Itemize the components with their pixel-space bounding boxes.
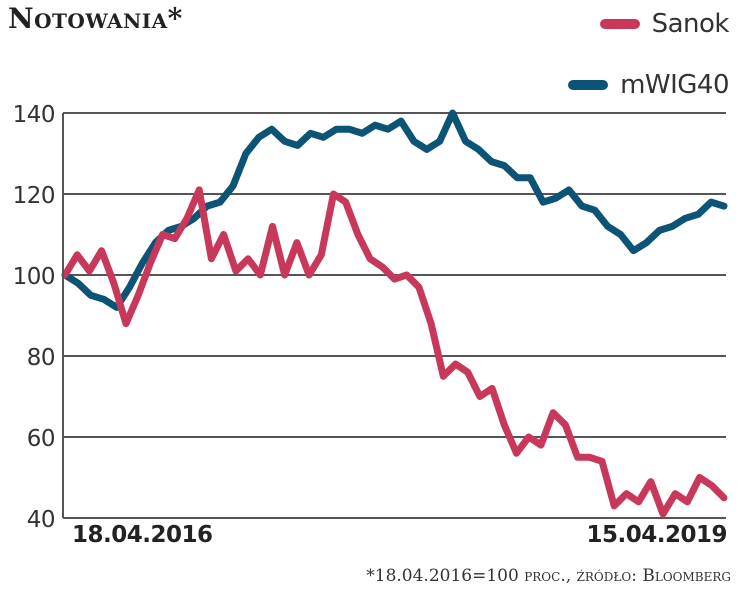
y-tick-label: 120 bbox=[13, 183, 55, 209]
legend-item-mwig40: mWIG40 bbox=[568, 67, 729, 103]
data-lines bbox=[61, 109, 728, 518]
series-line-mwig40 bbox=[61, 109, 728, 311]
y-tick-label: 60 bbox=[27, 426, 55, 452]
legend: Sanok mWIG40 bbox=[568, 6, 730, 128]
y-tick-label: 40 bbox=[27, 507, 55, 533]
legend-label-mwig40: mWIG40 bbox=[620, 70, 729, 100]
y-axis-ticks: 40 60 80 100 120 140 bbox=[13, 102, 56, 533]
y-tick-label: 100 bbox=[13, 264, 55, 290]
legend-swatch-sanok bbox=[599, 19, 640, 29]
gridlines bbox=[63, 112, 726, 519]
legend-label-sanok: Sanok bbox=[651, 9, 730, 39]
legend-item-sanok: Sanok bbox=[568, 6, 730, 42]
footnote-source: *18.04.2016=100 proc., źródło: Bloomberg bbox=[366, 566, 731, 586]
chart-title: Notowania* bbox=[8, 2, 183, 35]
y-tick-label: 80 bbox=[27, 345, 55, 371]
x-axis-start-label: 18.04.2016 bbox=[72, 522, 213, 548]
legend-swatch-mwig40 bbox=[568, 80, 609, 90]
x-axis-end-label: 15.04.2019 bbox=[586, 522, 727, 548]
series-line-sanok bbox=[61, 186, 728, 518]
y-tick-label: 140 bbox=[13, 102, 55, 128]
